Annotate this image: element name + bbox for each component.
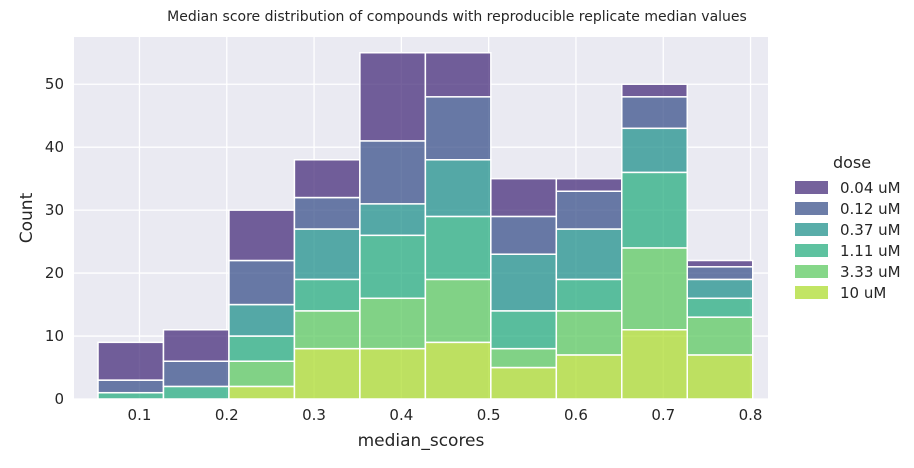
y-tick-label: 50	[45, 75, 64, 93]
x-tick-label: 0.3	[302, 406, 326, 424]
histogram-bar	[424, 159, 492, 218]
histogram-bar	[490, 177, 558, 218]
y-tick-label: 30	[45, 201, 64, 219]
histogram-bar	[424, 341, 492, 400]
legend-entry-label: 1.11 uM	[840, 242, 901, 260]
legend-entry-label: 0.04 uM	[840, 179, 901, 197]
chart-title: Median score distribution of compounds w…	[167, 9, 747, 25]
histogram-bar	[490, 310, 558, 350]
histogram-bar	[490, 215, 558, 255]
legend-entry-label: 0.12 uM	[840, 200, 901, 218]
y-tick-label: 10	[45, 327, 64, 345]
bars-layer	[97, 51, 754, 400]
histogram-bar	[686, 354, 754, 400]
histogram-bar	[490, 347, 558, 369]
histogram-bar	[293, 196, 361, 230]
histogram-bar	[293, 347, 361, 400]
histogram-bar	[228, 259, 296, 306]
histogram-bar	[228, 335, 296, 362]
histogram-bar	[555, 190, 623, 230]
histogram-bar	[555, 354, 623, 400]
histogram-bar	[555, 228, 623, 281]
legend-swatch	[795, 181, 828, 194]
y-axis-label: Count	[17, 192, 37, 243]
histogram-bar	[359, 203, 427, 237]
histogram-bar	[97, 391, 165, 400]
histogram-bar	[359, 297, 427, 350]
histogram-bar	[293, 310, 361, 350]
x-axis-label: median_scores	[358, 431, 485, 451]
histogram-bar	[359, 347, 427, 400]
legend-swatch	[795, 265, 828, 278]
histogram-bar	[228, 385, 296, 400]
x-tick-label: 0.5	[477, 406, 501, 424]
histogram-bar	[359, 51, 427, 142]
histogram-bar	[621, 247, 689, 331]
y-tick-label: 20	[45, 264, 64, 282]
histogram-bar	[293, 228, 361, 281]
histogram-bar	[293, 278, 361, 312]
histogram-bar	[424, 51, 492, 98]
histogram-bar	[162, 328, 230, 362]
histogram-bar	[162, 360, 230, 388]
x-axis-ticks: 0.1 0.2 0.3 0.4 0.5 0.6 0.7 0.8	[128, 406, 763, 424]
legend-swatch	[795, 286, 828, 299]
legend-entry-label: 3.33 uM	[840, 263, 901, 281]
histogram-bar	[162, 385, 230, 400]
histogram-bar	[621, 171, 689, 249]
histogram-bar	[359, 140, 427, 205]
legend-title: dose	[833, 153, 871, 172]
histogram-bar	[621, 83, 689, 98]
histogram-bar	[555, 278, 623, 312]
x-tick-label: 0.7	[651, 406, 675, 424]
legend-entry-label: 10 uM	[840, 284, 886, 302]
histogram-bar	[228, 303, 296, 337]
histogram-bar	[293, 159, 361, 199]
histogram-bar	[490, 366, 558, 400]
x-tick-label: 0.2	[215, 406, 239, 424]
histogram-bar	[686, 297, 754, 318]
histogram-bar	[555, 310, 623, 356]
legend-swatch	[795, 244, 828, 257]
histogram-bar	[686, 316, 754, 356]
histogram-bar	[228, 360, 296, 388]
histogram-bar	[97, 341, 165, 381]
x-tick-label: 0.8	[739, 406, 763, 424]
histogram-bar	[686, 278, 754, 300]
legend: dose 0.04 uM 0.12 uM 0.37 uM 1.11 uM 3.33 uM…	[795, 153, 901, 302]
histogram-bar	[490, 253, 558, 312]
histogram-bar	[621, 328, 689, 400]
histogram-bar	[228, 209, 296, 262]
x-tick-label: 0.1	[128, 406, 152, 424]
x-tick-label: 0.6	[564, 406, 588, 424]
histogram-bar	[97, 379, 165, 394]
legend-entry-label: 0.37 uM	[840, 221, 901, 239]
histogram-bar	[621, 96, 689, 130]
histogram-bar	[424, 278, 492, 344]
y-tick-label: 40	[45, 138, 64, 156]
y-axis-ticks: 0 10 20 30 40 50	[45, 75, 64, 408]
legend-swatch	[795, 223, 828, 236]
y-tick-label: 0	[54, 390, 64, 408]
histogram-bar	[359, 234, 427, 300]
histogram-bar	[424, 215, 492, 281]
histogram-bar	[686, 259, 754, 268]
x-tick-label: 0.4	[389, 406, 413, 424]
histogram-bar	[621, 127, 689, 174]
legend-swatch	[795, 202, 828, 215]
histogram-bar	[555, 177, 623, 192]
histogram-bar	[424, 96, 492, 161]
histogram-bar	[686, 266, 754, 281]
